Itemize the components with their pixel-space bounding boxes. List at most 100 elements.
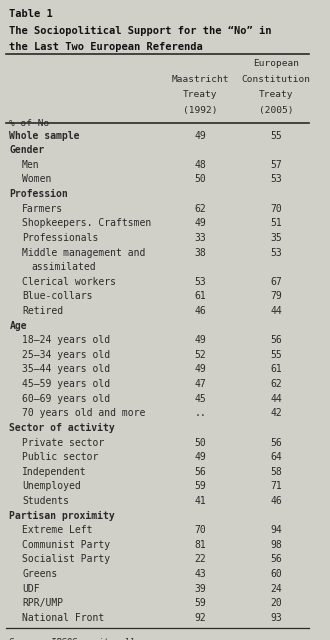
Text: Socialist Party: Socialist Party (22, 554, 110, 564)
Text: 53: 53 (270, 248, 282, 257)
Text: Gender: Gender (10, 145, 45, 156)
Text: 56: 56 (270, 438, 282, 447)
Text: % of No: % of No (10, 118, 50, 128)
Text: 24: 24 (270, 584, 282, 594)
Text: 98: 98 (270, 540, 282, 550)
Text: Farmers: Farmers (22, 204, 63, 214)
Text: 94: 94 (270, 525, 282, 535)
Text: 93: 93 (270, 613, 282, 623)
Text: assimilated: assimilated (32, 262, 96, 272)
Text: 60–69 years old: 60–69 years old (22, 394, 110, 404)
Text: Sector of activity: Sector of activity (10, 423, 115, 433)
Text: 59: 59 (194, 481, 206, 492)
Text: Professionals: Professionals (22, 233, 98, 243)
Text: 22: 22 (194, 554, 206, 564)
Text: 35–44 years old: 35–44 years old (22, 364, 110, 374)
Text: 38: 38 (194, 248, 206, 257)
Text: 20: 20 (270, 598, 282, 608)
Text: 62: 62 (270, 379, 282, 389)
Text: ..: .. (194, 408, 206, 419)
Text: 55: 55 (270, 350, 282, 360)
Text: 59: 59 (194, 598, 206, 608)
Text: 64: 64 (270, 452, 282, 462)
Text: 56: 56 (270, 335, 282, 345)
Text: Women: Women (22, 175, 51, 184)
Text: Treaty: Treaty (183, 90, 218, 99)
Text: Communist Party: Communist Party (22, 540, 110, 550)
Text: RPR/UMP: RPR/UMP (22, 598, 63, 608)
Text: Source: IPSOS, exit polls: Source: IPSOS, exit polls (10, 638, 141, 640)
Text: 60: 60 (270, 569, 282, 579)
Text: the Last Two European Referenda: the Last Two European Referenda (10, 42, 203, 52)
Text: (2005): (2005) (259, 106, 293, 115)
Text: Partisan proximity: Partisan proximity (10, 511, 115, 520)
Text: 79: 79 (270, 291, 282, 301)
Text: 49: 49 (194, 218, 206, 228)
Text: 70: 70 (194, 525, 206, 535)
Text: Shopkeepers. Craftsmen: Shopkeepers. Craftsmen (22, 218, 151, 228)
Text: 45: 45 (194, 394, 206, 404)
Text: 62: 62 (194, 204, 206, 214)
Text: 44: 44 (270, 394, 282, 404)
Text: 51: 51 (270, 218, 282, 228)
Text: Men: Men (22, 160, 40, 170)
Text: 47: 47 (194, 379, 206, 389)
Text: National Front: National Front (22, 613, 104, 623)
Text: 70: 70 (270, 204, 282, 214)
Text: Extreme Left: Extreme Left (22, 525, 93, 535)
Text: 25–34 years old: 25–34 years old (22, 350, 110, 360)
Text: Constitution: Constitution (242, 75, 311, 84)
Text: Unemployed: Unemployed (22, 481, 81, 492)
Text: (1992): (1992) (183, 106, 218, 115)
Text: 45–59 years old: 45–59 years old (22, 379, 110, 389)
Text: Private sector: Private sector (22, 438, 104, 447)
Text: 53: 53 (270, 175, 282, 184)
Text: 58: 58 (270, 467, 282, 477)
Text: 81: 81 (194, 540, 206, 550)
Text: Maastricht: Maastricht (172, 75, 229, 84)
Text: European: European (253, 59, 299, 68)
Text: Age: Age (10, 321, 27, 331)
Text: 92: 92 (194, 613, 206, 623)
Text: Treaty: Treaty (259, 90, 293, 99)
Text: 41: 41 (194, 496, 206, 506)
Text: 33: 33 (194, 233, 206, 243)
Text: Blue-collars: Blue-collars (22, 291, 93, 301)
Text: 35: 35 (270, 233, 282, 243)
Text: 53: 53 (194, 276, 206, 287)
Text: 46: 46 (270, 496, 282, 506)
Text: Clerical workers: Clerical workers (22, 276, 116, 287)
Text: 67: 67 (270, 276, 282, 287)
Text: Public sector: Public sector (22, 452, 98, 462)
Text: UDF: UDF (22, 584, 40, 594)
Text: Retired: Retired (22, 306, 63, 316)
Text: 49: 49 (194, 452, 206, 462)
Text: Students: Students (22, 496, 69, 506)
Text: Profession: Profession (10, 189, 68, 199)
Text: 61: 61 (194, 291, 206, 301)
Text: Middle management and: Middle management and (22, 248, 146, 257)
Text: 55: 55 (270, 131, 282, 141)
Text: 48: 48 (194, 160, 206, 170)
Text: The Sociopolitical Support for the “No” in: The Sociopolitical Support for the “No” … (10, 26, 272, 36)
Text: 43: 43 (194, 569, 206, 579)
Text: 50: 50 (194, 438, 206, 447)
Text: 44: 44 (270, 306, 282, 316)
Text: 49: 49 (194, 131, 206, 141)
Text: 50: 50 (194, 175, 206, 184)
Text: Table 1: Table 1 (10, 9, 53, 19)
Text: 70 years old and more: 70 years old and more (22, 408, 146, 419)
Text: 56: 56 (270, 554, 282, 564)
Text: 49: 49 (194, 364, 206, 374)
Text: 39: 39 (194, 584, 206, 594)
Text: 57: 57 (270, 160, 282, 170)
Text: 61: 61 (270, 364, 282, 374)
Text: 56: 56 (194, 467, 206, 477)
Text: Whole sample: Whole sample (10, 131, 80, 141)
Text: 42: 42 (270, 408, 282, 419)
Text: 18–24 years old: 18–24 years old (22, 335, 110, 345)
Text: 52: 52 (194, 350, 206, 360)
Text: 71: 71 (270, 481, 282, 492)
Text: 49: 49 (194, 335, 206, 345)
Text: Greens: Greens (22, 569, 57, 579)
